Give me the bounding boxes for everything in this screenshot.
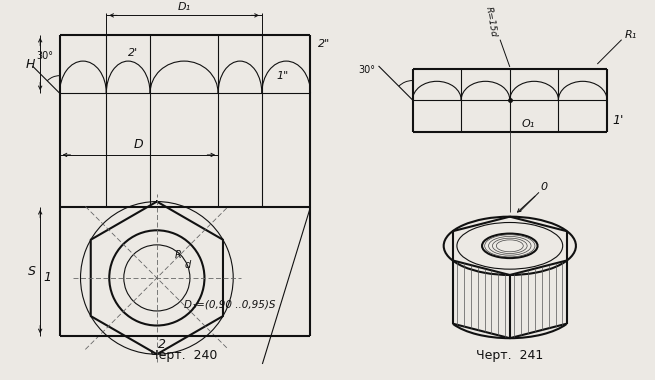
Text: S: S <box>28 265 35 278</box>
Text: 1: 1 <box>44 271 52 284</box>
Text: R: R <box>174 250 181 260</box>
Text: 2": 2" <box>318 38 331 49</box>
Text: 0: 0 <box>541 182 548 192</box>
Text: 1': 1' <box>612 114 624 127</box>
Text: O₁: O₁ <box>521 119 534 129</box>
Text: D: D <box>134 138 143 151</box>
Text: R=15d: R=15d <box>484 6 498 38</box>
Text: D₁=(0,90 ..0,95)S: D₁=(0,90 ..0,95)S <box>184 299 276 309</box>
Text: 2': 2' <box>128 48 138 58</box>
Text: H: H <box>26 57 35 71</box>
Text: d: d <box>184 260 191 270</box>
Text: R₁: R₁ <box>624 30 637 40</box>
Text: Черт.  240: Черт. 240 <box>151 348 217 362</box>
Text: 1": 1" <box>276 71 289 81</box>
Text: 2: 2 <box>158 338 166 351</box>
Text: 30°: 30° <box>359 65 375 75</box>
Text: Черт.  241: Черт. 241 <box>476 348 544 362</box>
Text: 30°: 30° <box>36 51 53 61</box>
Text: D₁: D₁ <box>178 3 191 13</box>
